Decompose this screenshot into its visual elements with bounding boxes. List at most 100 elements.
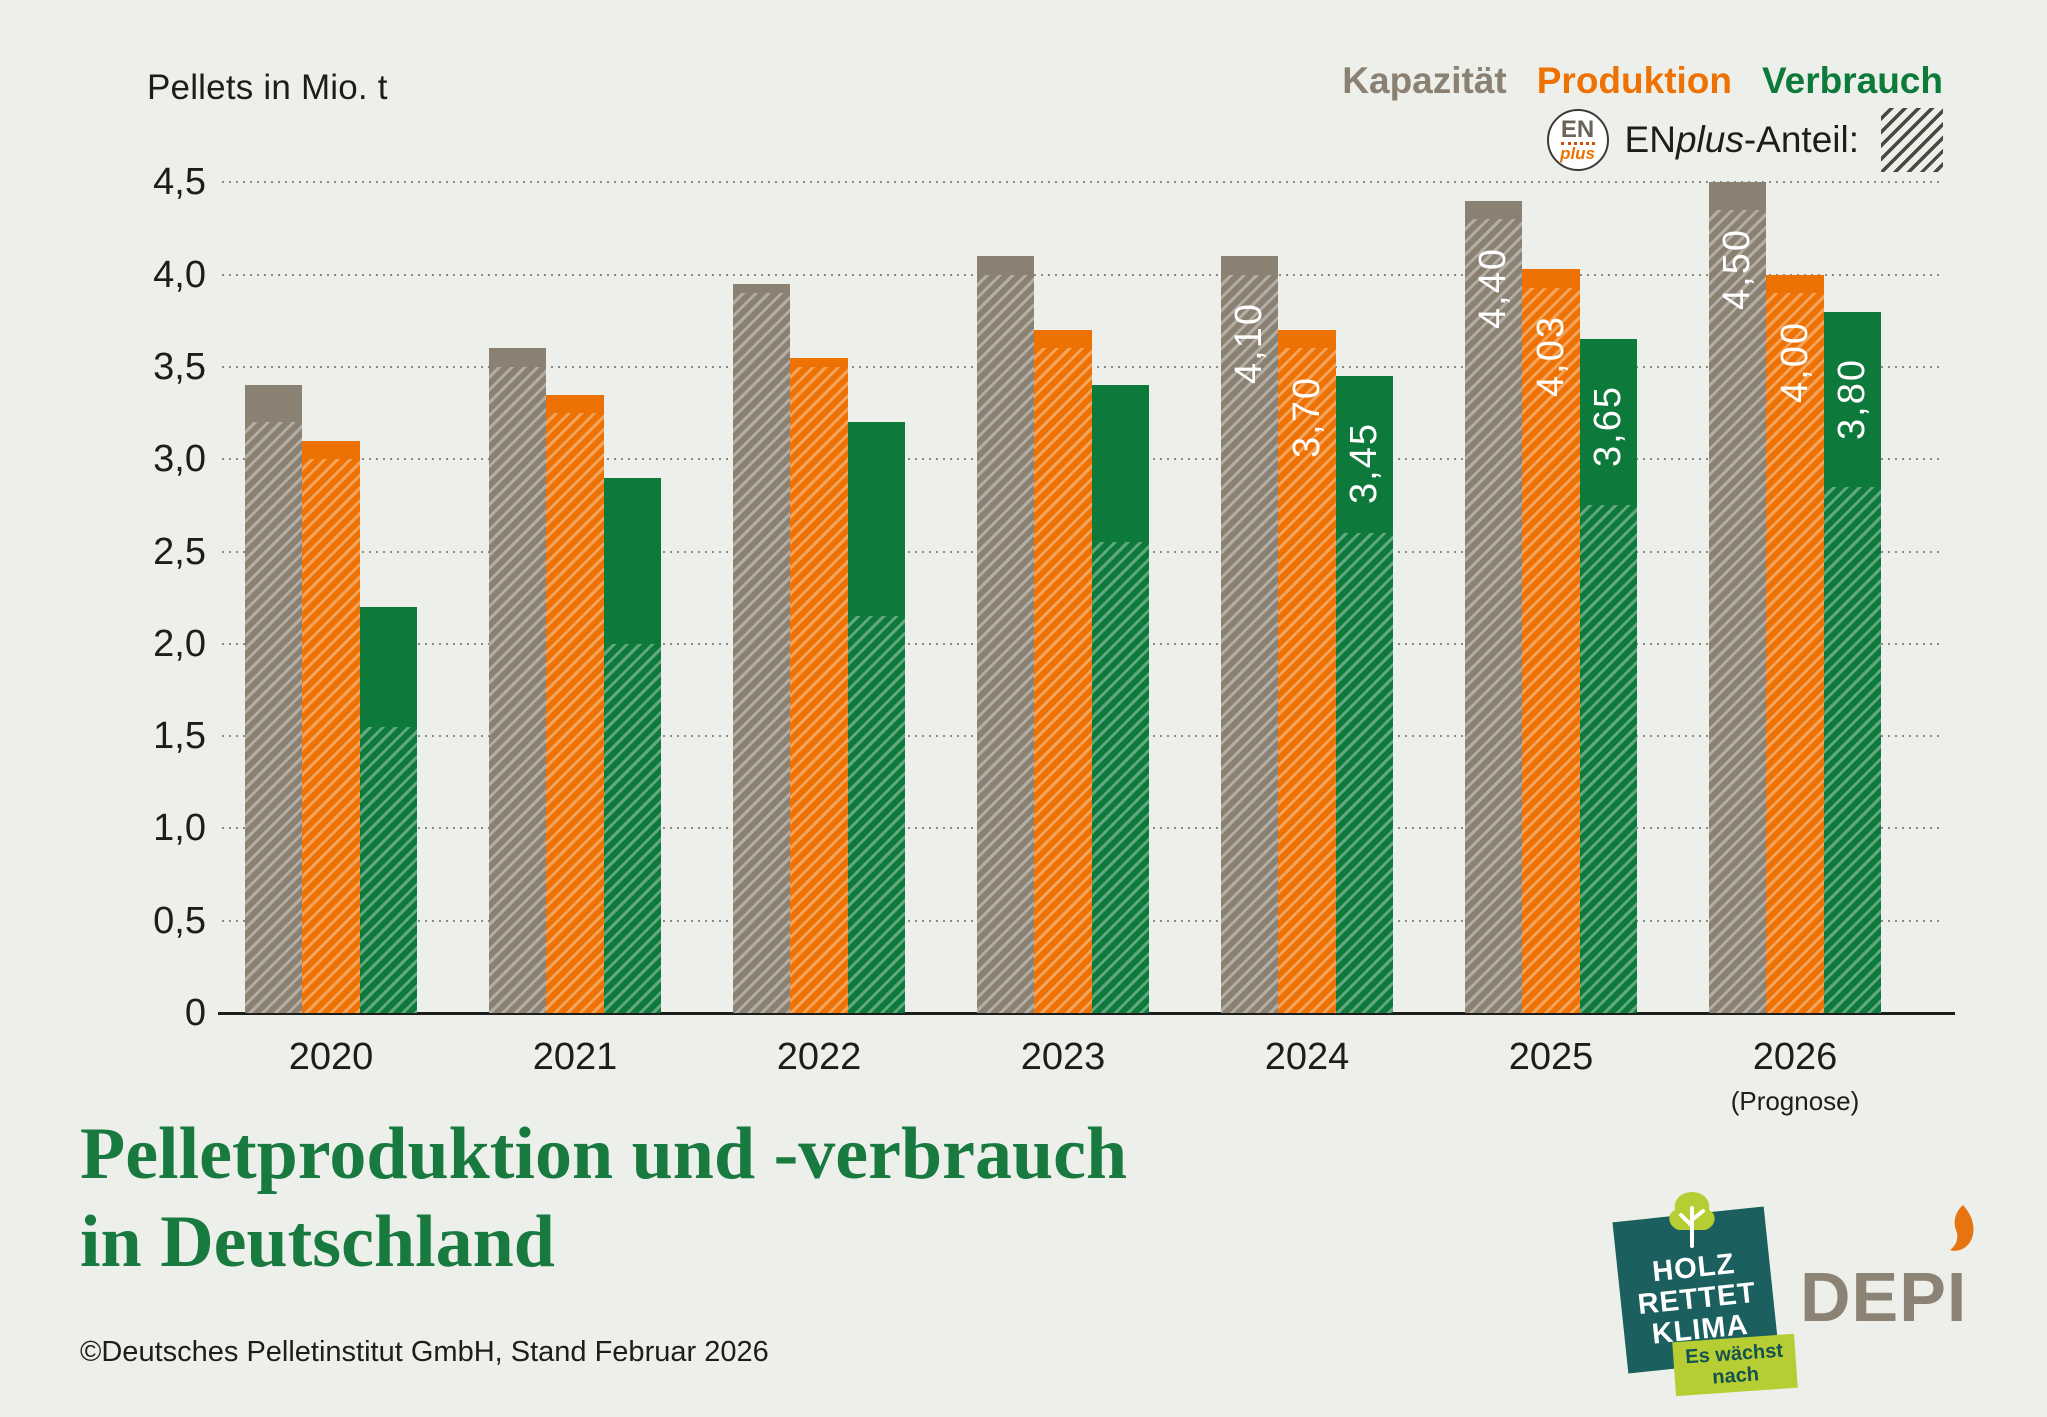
enplus-share-label-plus: plus xyxy=(1675,119,1744,160)
x-tick-label-2023: 2023 xyxy=(1020,1036,1106,1078)
bar-kapazität-2020 xyxy=(244,385,303,1013)
enplus-icon-text-plus: plus xyxy=(1560,143,1596,163)
bar-produktion-2025: 4,03 xyxy=(1522,269,1580,1013)
enplus-share-hatch xyxy=(847,616,906,1013)
enplus-share-label-rest: -Anteil: xyxy=(1743,119,1859,160)
bar-kapazität-2025: 4,40 xyxy=(1464,200,1523,1013)
y-tick-label: 2,0 xyxy=(153,622,206,665)
enplus-share-hatch xyxy=(488,366,547,1013)
x-tick-label-2024: 2024 xyxy=(1264,1036,1350,1078)
enplus-share-hatch xyxy=(1579,505,1638,1013)
bar-value-label: 4,00 xyxy=(1766,321,1824,403)
bar-value-label: 4,50 xyxy=(1709,228,1767,310)
bar-kapazität-2022 xyxy=(732,283,791,1013)
chart-title: Pelletproduktion und -verbrauch in Deuts… xyxy=(80,1110,1127,1286)
bar-value-text: 3,80 xyxy=(1831,357,1873,440)
y-tick-label: 4,0 xyxy=(153,253,206,296)
y-axis-title: Pellets in Mio. t xyxy=(147,68,388,107)
bar-value-text: 3,65 xyxy=(1587,385,1629,468)
bar-value-label: 3,45 xyxy=(1336,422,1394,504)
y-tick-label: 3,5 xyxy=(153,345,206,388)
enplus-share-hatch xyxy=(1278,348,1336,1013)
enplus-share-hatch xyxy=(1335,533,1394,1013)
y-tick-label: 0,5 xyxy=(153,899,206,942)
hrk-logo-tag: Es wächst nach xyxy=(1672,1333,1798,1397)
enplus-share-hatch xyxy=(302,459,360,1013)
chart-title-line1: Pelletproduktion und -verbrauch xyxy=(80,1113,1128,1195)
legend-item-kapazitaet: Kapazität xyxy=(1342,60,1507,101)
y-tick-label: 2,5 xyxy=(153,530,206,573)
bar-value-label: 3,65 xyxy=(1580,385,1638,467)
bar-value-label: 4,40 xyxy=(1465,247,1523,329)
enplus-share-hatch xyxy=(1034,348,1092,1013)
bar-verbrauch-2023 xyxy=(1091,385,1150,1013)
enplus-share-label: ENplus-Anteil: xyxy=(1625,119,1859,161)
bar-value-text: 4,50 xyxy=(1716,228,1758,311)
gridline-4,0 xyxy=(222,273,1943,276)
bar-value-text: 4,03 xyxy=(1529,315,1572,398)
bar-value-text: 3,45 xyxy=(1343,422,1385,505)
enplus-hatch-swatch xyxy=(1881,108,1943,172)
depi-logo: DEPI xyxy=(1800,1205,2020,1345)
bar-produktion-2021 xyxy=(546,394,604,1013)
y-tick-label: 1,0 xyxy=(153,807,206,850)
enplus-share-hatch xyxy=(1522,287,1580,1013)
enplus-share-hatch xyxy=(359,726,418,1013)
enplus-share-hatch xyxy=(244,422,303,1013)
enplus-share-hatch xyxy=(1464,219,1523,1013)
bar-value-text: 4,00 xyxy=(1773,320,1816,403)
legend-enplus: EN plus ENplus-Anteil: xyxy=(1546,108,1943,172)
gridline-4,5 xyxy=(222,181,1943,184)
x-tick-label-2020: 2020 xyxy=(288,1036,374,1078)
bar-verbrauch-2025: 3,65 xyxy=(1579,339,1638,1013)
bar-kapazität-2023 xyxy=(976,256,1035,1013)
copyright-note: ©Deutsches Pelletinstitut GmbH, Stand Fe… xyxy=(80,1336,769,1368)
bar-verbrauch-2022 xyxy=(847,422,906,1013)
x-tick-label-2025: 2025 xyxy=(1508,1036,1594,1078)
x-tick-label-2026: 2026 xyxy=(1752,1036,1838,1078)
bar-value-text: 4,10 xyxy=(1228,302,1270,385)
bar-value-text: 4,40 xyxy=(1472,246,1514,329)
bar-value-label: 3,80 xyxy=(1824,358,1882,440)
bar-value-label: 3,70 xyxy=(1278,376,1336,458)
bar-verbrauch-2026: 3,80 xyxy=(1823,311,1882,1013)
bar-kapazität-2024: 4,10 xyxy=(1220,256,1279,1013)
tree-icon xyxy=(1669,1192,1715,1248)
enplus-share-hatch xyxy=(1708,209,1767,1013)
enplus-share-hatch xyxy=(1091,542,1150,1013)
y-tick-label: 3,0 xyxy=(153,438,206,481)
bar-produktion-2022 xyxy=(790,357,848,1013)
enplus-share-hatch xyxy=(1766,293,1824,1013)
bar-value-text: 3,70 xyxy=(1285,375,1328,458)
enplus-icon-text-en: EN xyxy=(1560,115,1595,143)
enplus-icon-divider xyxy=(1560,141,1595,145)
y-tick-label: 0 xyxy=(184,992,206,1034)
chart-title-line2: in Deutschland xyxy=(80,1201,555,1283)
x-tick-label-2021: 2021 xyxy=(532,1036,618,1078)
legend-item-verbrauch: Verbrauch xyxy=(1762,60,1943,101)
enplus-share-hatch xyxy=(546,413,604,1013)
x-tick-note: (Prognose) xyxy=(1730,1086,1860,1116)
bar-verbrauch-2021 xyxy=(603,477,662,1013)
bar-produktion-2026: 4,00 xyxy=(1766,274,1824,1013)
bar-value-label: 4,03 xyxy=(1522,315,1580,397)
bar-produktion-2023 xyxy=(1034,329,1092,1013)
bar-verbrauch-2024: 3,45 xyxy=(1335,376,1394,1013)
enplus-share-hatch xyxy=(1823,486,1882,1013)
enplus-share-label-en: EN xyxy=(1624,119,1676,160)
enplus-share-hatch xyxy=(790,366,848,1013)
legend-item-produktion: Produktion xyxy=(1536,60,1733,101)
bar-kapazität-2021 xyxy=(488,348,547,1013)
enplus-share-hatch xyxy=(603,643,662,1013)
enplus-share-hatch xyxy=(732,293,791,1013)
bar-value-label: 4,10 xyxy=(1221,302,1279,384)
y-tick-label: 4,5 xyxy=(153,161,206,204)
flame-icon xyxy=(1950,1205,1974,1251)
x-axis-line xyxy=(218,1012,1955,1015)
holz-rettet-klima-logo: HOLZ RETTET KLIMA Es wächst nach xyxy=(1608,1192,1818,1410)
depi-logo-text: DEPI xyxy=(1800,1258,1968,1336)
bar-kapazität-2026: 4,50 xyxy=(1708,182,1767,1013)
enplus-certification-icon: EN plus xyxy=(1546,109,1609,171)
enplus-share-hatch xyxy=(1220,274,1279,1013)
